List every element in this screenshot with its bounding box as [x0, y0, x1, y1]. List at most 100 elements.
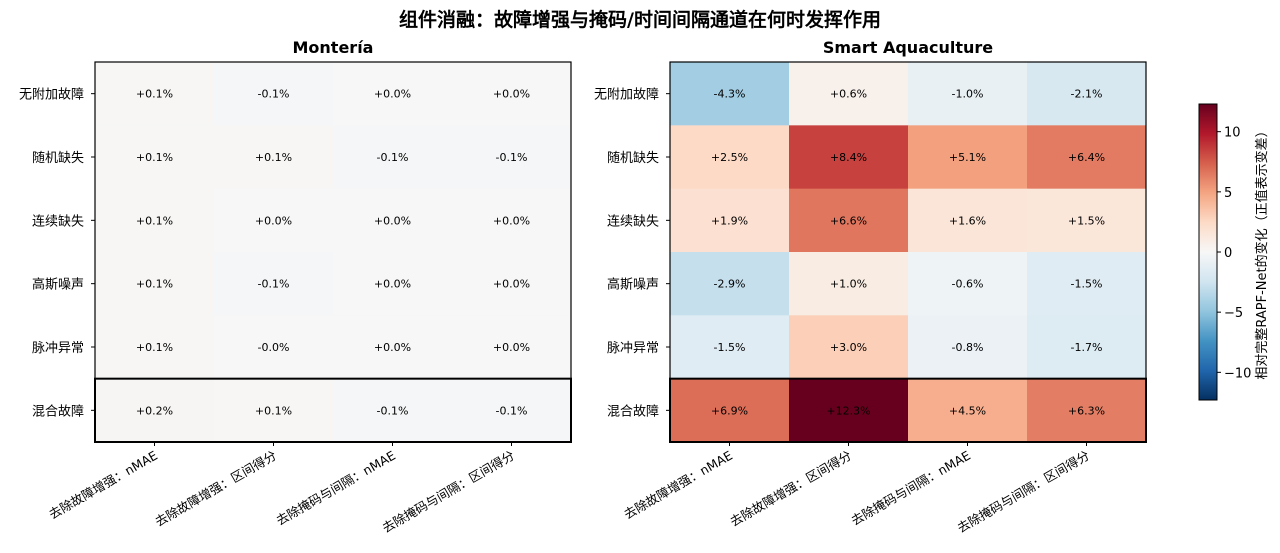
cell-value-label: -1.0%: [952, 88, 984, 101]
row-label: 脉冲异常: [32, 341, 84, 356]
cell-value-label: +0.1%: [136, 278, 173, 291]
cell-value-label: +3.0%: [830, 341, 867, 354]
heatmap-cell: [214, 188, 334, 253]
row-label: 混合故障: [32, 404, 84, 419]
heatmap-cell: [670, 125, 790, 190]
cell-value-label: +0.0%: [493, 214, 530, 227]
heatmap-cell: [670, 62, 790, 126]
highlight-row-box: [669, 377, 1147, 443]
heatmap-cell: [214, 62, 334, 126]
colorbar: 10 5 0 −5 −10 相对完整RAPF-Net的变化（正值表示变差）: [1198, 103, 1270, 401]
heatmap-cell: [908, 315, 1028, 380]
heatmap-panel-smart-aquaculture: Smart Aquaculture -4.3% +0.6% -1.0% -2.1% +2…: [594, 38, 1147, 536]
colorbar-label: 相对完整RAPF-Net的变化（正值表示变差）: [1254, 124, 1270, 379]
cell-value-label: +0.0%: [374, 341, 411, 354]
cell-value-label: -0.1%: [496, 151, 528, 164]
heatmap-cell: [95, 188, 215, 253]
cell-value-label: +12.3%: [826, 404, 870, 417]
heatmap-cell: [214, 125, 334, 190]
heatmap-cell: [908, 378, 1028, 443]
row-label: 随机缺失: [32, 151, 84, 166]
heatmap-cell: [670, 378, 790, 443]
column-label: 去除故障增强：nMAE: [46, 448, 160, 522]
cell-value-label: +0.1%: [255, 404, 292, 417]
cell-value-label: -0.1%: [377, 151, 409, 164]
cell-value-label: -0.1%: [258, 278, 290, 291]
heatmap-cell: [908, 252, 1028, 316]
row-label: 高斯噪声: [607, 277, 659, 293]
heatmap-cell: [670, 252, 790, 316]
column-label: 去除掩码与间隔：nMAE: [273, 448, 398, 529]
heatmap-cell: [333, 252, 453, 316]
row-label: 连续缺失: [607, 213, 659, 229]
heatmap-cell: [452, 252, 572, 316]
heatmap-cell: [95, 252, 215, 316]
row-label: 随机缺失: [607, 151, 659, 166]
column-label: 去除掩码与间隔：区间得分: [955, 448, 1092, 536]
heatmap-cell: [452, 125, 572, 190]
cell-value-label: +0.0%: [493, 88, 530, 101]
row-label: 脉冲异常: [607, 341, 659, 356]
heatmap-cell: [95, 125, 215, 190]
cell-value-label: +1.5%: [1068, 214, 1105, 227]
colorbar-tick-label: −10: [1224, 366, 1251, 381]
column-label: 去除掩码与间隔：区间得分: [380, 448, 517, 536]
heatmap-cell: [789, 62, 909, 126]
heatmap-cell: [1027, 378, 1147, 443]
heatmap-cell: [333, 315, 453, 380]
highlight-row-box: [94, 377, 572, 443]
cell-value-label: +0.6%: [830, 88, 867, 101]
cell-value-label: +0.1%: [136, 151, 173, 164]
column-label: 去除故障增强：nMAE: [621, 448, 735, 522]
heatmap-cell: [214, 315, 334, 380]
figure-title: 组件消融：故障增强与掩码/时间间隔通道在何时发挥作用: [399, 8, 881, 31]
heatmap-cell: [333, 125, 453, 190]
cell-value-label: +1.6%: [949, 214, 986, 227]
heatmap-cell: [1027, 252, 1147, 316]
heatmap-cell: [908, 188, 1028, 253]
cell-value-label: +0.0%: [374, 214, 411, 227]
cell-value-label: -0.1%: [496, 404, 528, 417]
heatmap-cell: [1027, 125, 1147, 190]
heatmap-cell: [214, 378, 334, 443]
cell-value-label: +5.1%: [949, 151, 986, 164]
heatmap-cell: [789, 188, 909, 253]
cell-value-label: +2.5%: [711, 151, 748, 164]
heatmap-cell: [789, 378, 909, 443]
heatmap-panel-monteria: Montería +0.1% -0.1% +0.0% +0.0% +0.1% +0.1% -…: [19, 38, 572, 536]
heatmap-cell: [908, 125, 1028, 190]
cell-value-label: -2.9%: [714, 278, 746, 291]
cell-value-label: +0.1%: [136, 88, 173, 101]
row-label: 混合故障: [607, 404, 659, 419]
heatmap-cell: [214, 252, 334, 316]
panel-title: Smart Aquaculture: [823, 38, 993, 57]
cell-value-label: +0.0%: [374, 278, 411, 291]
heatmap-cell: [95, 378, 215, 443]
cell-value-label: +6.3%: [1068, 404, 1105, 417]
heatmap-cell: [95, 62, 215, 126]
heatmap-cells: -4.3% +0.6% -1.0% -2.1% +2.5% +8.4% +5.1% +6.4%…: [670, 62, 1147, 443]
cell-value-label: +6.4%: [1068, 151, 1105, 164]
heatmap-cell: [1027, 188, 1147, 253]
colorbar-scale: [1198, 103, 1218, 401]
cell-value-label: -1.7%: [1071, 341, 1103, 354]
cell-value-label: -0.1%: [258, 88, 290, 101]
cell-value-label: +0.0%: [493, 341, 530, 354]
heatmap-cell: [1027, 62, 1147, 126]
colorbar-tick-label: 5: [1224, 186, 1232, 201]
colorbar-ticks: 10 5 0 −5 −10: [1217, 126, 1251, 381]
cell-value-label: -0.6%: [952, 278, 984, 291]
column-label: 去除故障增强：区间得分: [152, 448, 279, 530]
cell-value-label: +6.9%: [711, 404, 748, 417]
column-labels: 去除故障增强：nMAE去除故障增强：区间得分去除掩码与间隔：nMAE去除掩码与间…: [46, 442, 517, 536]
cell-value-label: +1.9%: [711, 214, 748, 227]
heatmap-cell: [908, 62, 1028, 126]
cell-value-label: +0.2%: [136, 404, 173, 417]
cell-value-label: -2.1%: [1071, 88, 1103, 101]
cell-value-label: +0.1%: [136, 341, 173, 354]
heatmap-cell: [789, 125, 909, 190]
cell-value-label: -1.5%: [1071, 278, 1103, 291]
